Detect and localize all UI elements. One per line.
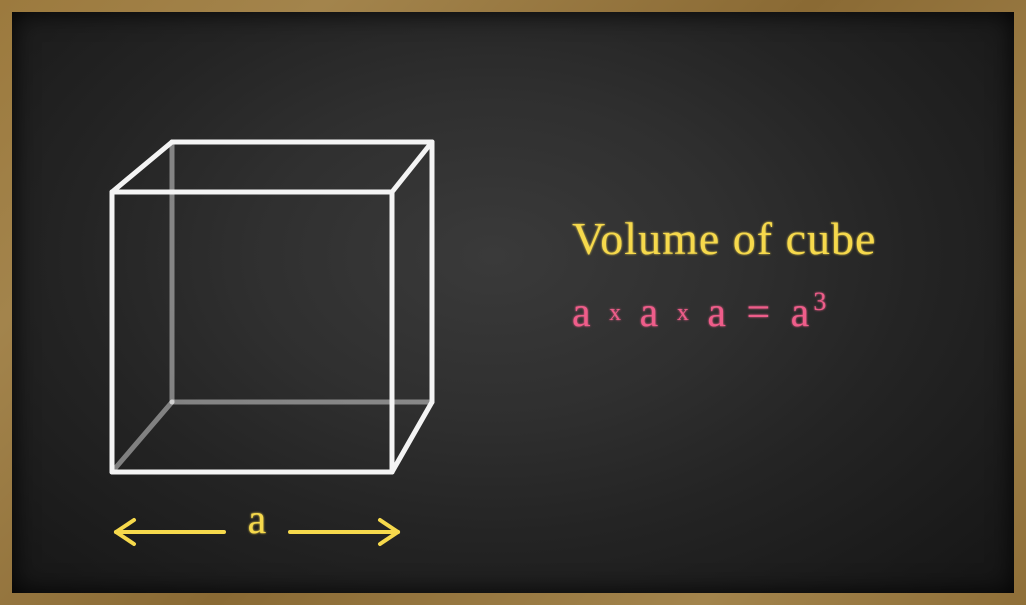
multiply-sign: x bbox=[673, 300, 695, 326]
term-a: a bbox=[707, 290, 728, 336]
blackboard-frame: a Volume of cube a x a x a = a3 bbox=[0, 0, 1026, 605]
cube-wireframe bbox=[92, 122, 472, 502]
exponent: 3 bbox=[813, 287, 828, 316]
term-a: a bbox=[791, 290, 812, 336]
edge-label: a bbox=[112, 496, 402, 544]
term-a: a bbox=[640, 290, 661, 336]
formula-title: Volume of cube bbox=[572, 212, 1012, 265]
term-a: a bbox=[572, 290, 593, 336]
multiply-sign: x bbox=[605, 300, 627, 326]
formula-expression: a x a x a = a3 bbox=[572, 287, 1012, 337]
formula-block: Volume of cube a x a x a = a3 bbox=[572, 212, 1012, 337]
edge-dimension: a bbox=[112, 510, 402, 560]
equals-sign: = bbox=[740, 290, 778, 336]
blackboard-surface: a Volume of cube a x a x a = a3 bbox=[12, 12, 1014, 593]
